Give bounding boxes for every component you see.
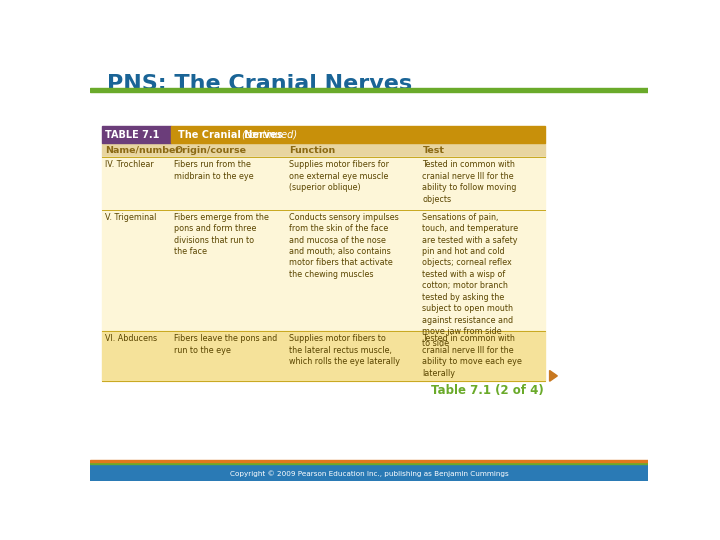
Text: Tested in common with
cranial nerve III for the
ability to move each eye
lateral: Tested in common with cranial nerve III … bbox=[423, 334, 522, 377]
Text: PNS: The Cranial Nerves: PNS: The Cranial Nerves bbox=[107, 74, 412, 94]
Bar bbox=[102, 126, 171, 143]
Bar bbox=[90, 462, 648, 464]
Text: IV. Trochlear: IV. Trochlear bbox=[104, 160, 153, 169]
Text: Fibers leave the pons and
run to the eye: Fibers leave the pons and run to the eye bbox=[174, 334, 278, 355]
Text: V. Trigeminal: V. Trigeminal bbox=[104, 213, 156, 221]
Bar bbox=[102, 143, 545, 157]
Bar bbox=[90, 467, 648, 481]
Text: Conducts sensory impulses
from the skin of the face
and mucosa of the nose
and m: Conducts sensory impulses from the skin … bbox=[289, 213, 399, 279]
Text: Supplies motor fibers for
one external eye muscle
(superior oblique): Supplies motor fibers for one external e… bbox=[289, 160, 390, 192]
Bar bbox=[90, 464, 648, 467]
Text: Tested in common with
cranial nerve III for the
ability to follow moving
objects: Tested in common with cranial nerve III … bbox=[423, 160, 517, 204]
Text: Fibers run from the
midbrain to the eye: Fibers run from the midbrain to the eye bbox=[174, 160, 254, 181]
Bar bbox=[171, 126, 545, 143]
Text: (continued): (continued) bbox=[241, 130, 297, 140]
Text: Origin/course: Origin/course bbox=[174, 146, 246, 155]
Bar bbox=[90, 460, 648, 462]
Text: TABLE 7.1: TABLE 7.1 bbox=[104, 130, 159, 140]
Text: Function: Function bbox=[289, 146, 336, 155]
Bar bbox=[102, 157, 545, 210]
Text: Copyright © 2009 Pearson Education Inc., publishing as Benjamin Cummings: Copyright © 2009 Pearson Education Inc.,… bbox=[230, 470, 508, 477]
Bar bbox=[90, 88, 648, 92]
Text: The Cranial Nerves: The Cranial Nerves bbox=[178, 130, 286, 140]
Text: VI. Abducens: VI. Abducens bbox=[104, 334, 157, 343]
Bar bbox=[102, 210, 545, 331]
Text: Supplies motor fibers to
the lateral rectus muscle,
which rolls the eye laterall: Supplies motor fibers to the lateral rec… bbox=[289, 334, 400, 366]
Text: Sensations of pain,
touch, and temperature
are tested with a safety
pin and hot : Sensations of pain, touch, and temperatu… bbox=[423, 213, 518, 348]
Text: Name/number: Name/number bbox=[104, 146, 180, 155]
Text: Table 7.1 (2 of 4): Table 7.1 (2 of 4) bbox=[431, 383, 544, 396]
Polygon shape bbox=[549, 370, 557, 381]
Bar bbox=[102, 331, 545, 381]
Text: Test: Test bbox=[423, 146, 444, 155]
Text: Fibers emerge from the
pons and form three
divisions that run to
the face: Fibers emerge from the pons and form thr… bbox=[174, 213, 269, 256]
